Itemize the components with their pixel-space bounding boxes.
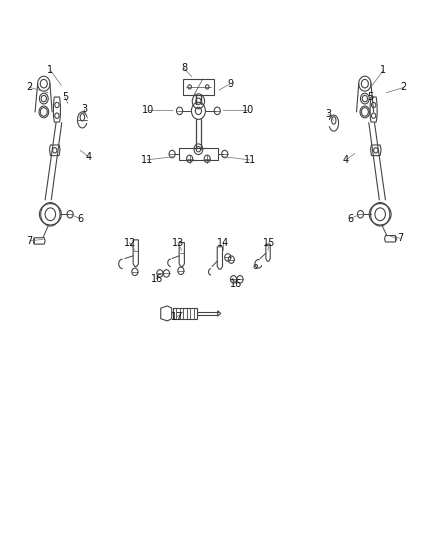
Text: 8: 8 [181,63,187,73]
Text: 17: 17 [171,312,184,321]
Text: 1: 1 [47,66,53,75]
Text: 14: 14 [217,238,230,247]
Text: 2: 2 [401,83,407,92]
Text: 4: 4 [343,155,349,165]
Text: 2: 2 [27,83,33,92]
Text: 11: 11 [244,155,256,165]
Text: 16: 16 [151,274,163,284]
Text: 6: 6 [347,214,353,223]
Text: 12: 12 [124,238,136,247]
Text: 5: 5 [62,92,68,102]
Text: 16: 16 [230,279,243,288]
Text: 5: 5 [367,92,373,102]
Text: 1: 1 [380,66,386,75]
Text: 7: 7 [27,236,33,246]
Text: 6: 6 [77,214,83,223]
Text: 10: 10 [142,106,154,115]
Text: 9: 9 [227,79,233,88]
Text: 4: 4 [85,152,92,161]
Text: 7: 7 [397,233,403,243]
Text: 15: 15 [263,238,275,247]
Bar [179,148,218,160]
Bar [183,79,214,95]
Text: 3: 3 [325,109,332,119]
Text: 11: 11 [141,155,153,165]
Text: 13: 13 [172,238,184,247]
Bar [173,308,197,319]
Text: 10: 10 [242,106,254,115]
Text: 3: 3 [81,104,87,114]
